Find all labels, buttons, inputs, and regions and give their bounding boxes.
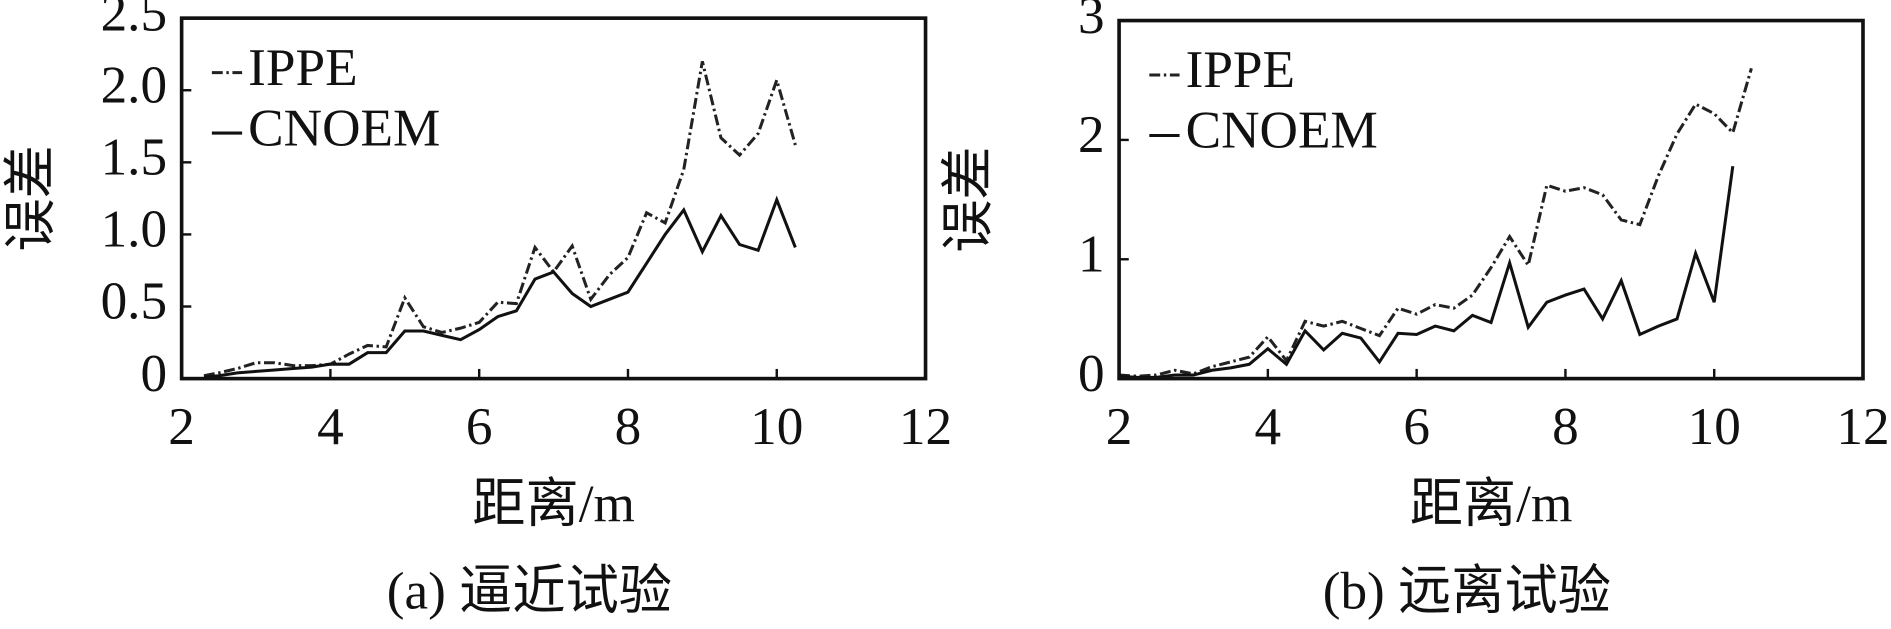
x-tick-label: 8 xyxy=(615,397,642,456)
legend-label: IPPE xyxy=(1186,40,1295,99)
x-tick-label: 4 xyxy=(1255,397,1282,456)
caption: (a) 逼近试验 xyxy=(387,562,672,621)
x-tick-label: 10 xyxy=(750,397,803,456)
x-tick-label: 2 xyxy=(1106,397,1133,456)
y-tick-label: 0 xyxy=(141,344,168,403)
y-tick-label: 2.5 xyxy=(101,0,168,42)
y-axis-label: 误差 xyxy=(939,146,998,252)
x-axis-label: 距离/m xyxy=(472,474,635,533)
x-tick-label: 2 xyxy=(168,397,195,456)
y-tick-label: 2 xyxy=(1078,105,1105,164)
x-axis-label: 距离/m xyxy=(1410,474,1573,533)
x-tick-label: 10 xyxy=(1688,397,1741,456)
y-tick-label: 2.0 xyxy=(101,55,168,114)
x-tick-label: 6 xyxy=(466,397,493,456)
x-tick-label: 4 xyxy=(317,397,344,456)
data-line xyxy=(1118,67,1753,378)
caption: (b) 远离试验 xyxy=(1323,562,1611,621)
y-tick-label: 1.5 xyxy=(101,128,168,187)
legend-label: CNOEM xyxy=(1186,101,1378,160)
data-line xyxy=(1118,165,1735,379)
x-tick-label: 12 xyxy=(1836,397,1889,456)
legend-label: CNOEM xyxy=(248,98,440,157)
y-tick-label: 3 xyxy=(1078,0,1105,45)
y-tick-label: 0 xyxy=(1078,344,1105,403)
data-line xyxy=(203,61,797,378)
y-tick-label: 1.0 xyxy=(101,200,168,259)
y-tick-label: 0.5 xyxy=(101,272,168,331)
y-axis-label: 误差 xyxy=(2,145,61,251)
legend-label: IPPE xyxy=(248,38,357,97)
x-tick-label: 12 xyxy=(899,397,952,456)
x-tick-label: 8 xyxy=(1552,397,1579,456)
x-tick-label: 6 xyxy=(1403,397,1430,456)
plot-frame xyxy=(179,16,928,381)
y-tick-label: 1 xyxy=(1078,224,1105,283)
data-line xyxy=(203,195,797,379)
plot-frame xyxy=(1117,18,1865,381)
